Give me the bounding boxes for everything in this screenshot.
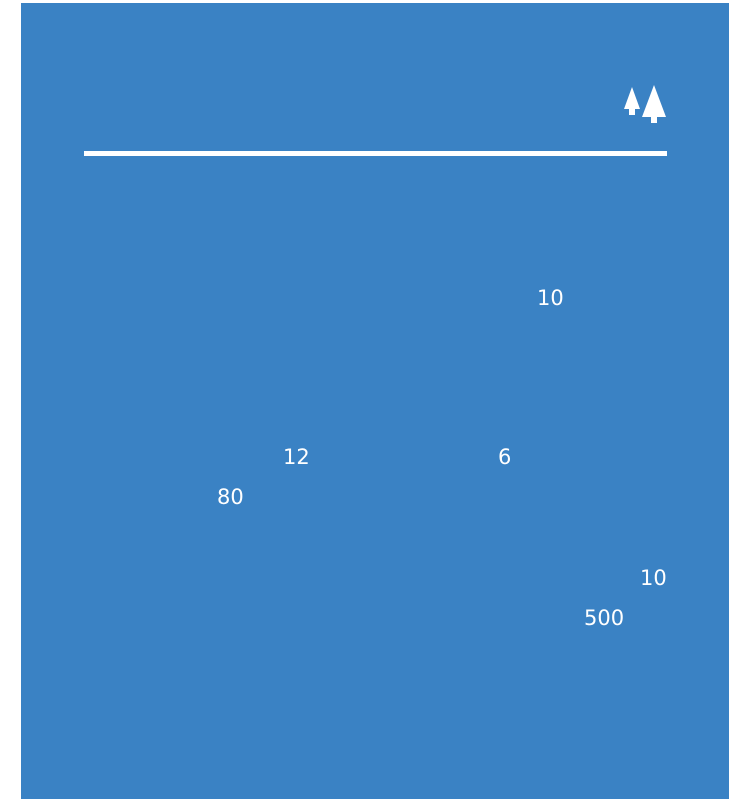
number-label: 10 [640,566,667,590]
number-label: 6 [498,445,512,469]
number-label: 80 [217,485,244,509]
twin-trees-icon [624,85,666,123]
header-rule [84,151,667,156]
number-label: 500 [584,606,625,630]
number-label: 12 [283,445,310,469]
number-label: 10 [537,286,564,310]
blue-page: 10 12 6 80 10 500 [21,3,729,799]
